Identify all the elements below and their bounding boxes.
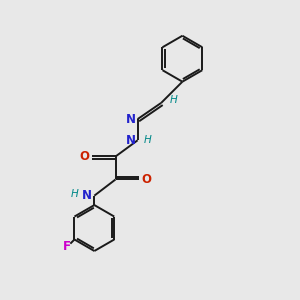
Text: N: N <box>82 189 92 202</box>
Text: F: F <box>62 240 70 253</box>
Text: O: O <box>142 173 152 186</box>
Text: N: N <box>126 112 136 126</box>
Text: N: N <box>126 134 136 147</box>
Text: H: H <box>70 189 78 199</box>
Text: H: H <box>169 95 177 105</box>
Text: H: H <box>144 135 152 145</box>
Text: O: O <box>80 150 90 163</box>
